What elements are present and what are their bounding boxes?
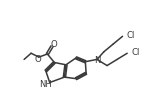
- Text: NH: NH: [39, 80, 51, 89]
- Text: O: O: [35, 55, 41, 64]
- Text: O: O: [50, 40, 57, 49]
- Text: N: N: [94, 56, 101, 65]
- Text: Cl: Cl: [131, 48, 139, 57]
- Text: Cl: Cl: [126, 31, 135, 40]
